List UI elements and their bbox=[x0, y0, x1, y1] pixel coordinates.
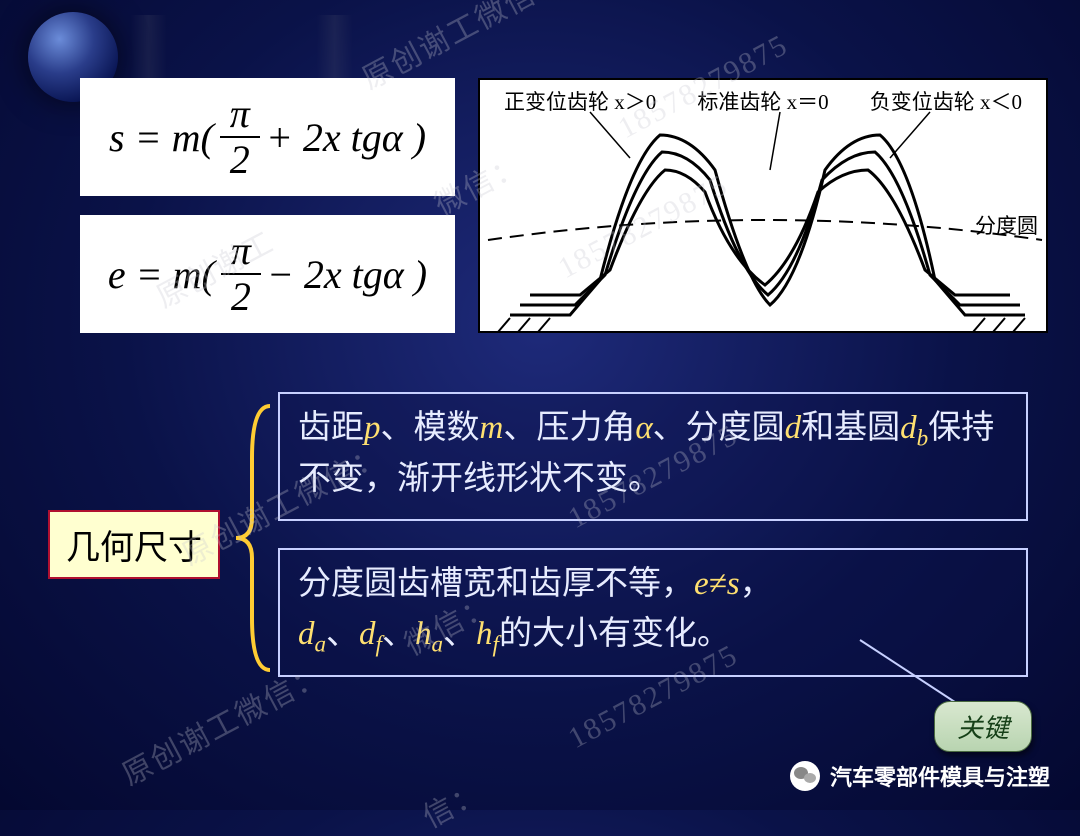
footer-credit: 汽车零部件模具与注塑 bbox=[790, 760, 1050, 792]
variant-properties-box: 分度圆齿槽宽和齿厚不等，e≠s， da、df、ha、hf的大小有变化。 bbox=[278, 548, 1028, 677]
formula-e: e = m( π 2 − 2x tgα ) bbox=[80, 215, 455, 333]
formula-s: s = m( π 2 + 2x tgα ) bbox=[80, 78, 455, 196]
credit-text: 汽车零部件模具与注塑 bbox=[830, 760, 1050, 792]
label-negative-shift: 负变位齿轮 x＜0 bbox=[870, 86, 1022, 116]
fraction: π 2 bbox=[220, 94, 260, 180]
invariant-properties-box: 齿距p、模数m、压力角α、分度圆d和基圆db保持不变，渐开线形状不变。 bbox=[278, 392, 1028, 521]
pitch-circle-label: 分度圆 bbox=[975, 210, 1038, 240]
gear-profile-svg bbox=[480, 80, 1050, 335]
gear-profile-figure: 正变位齿轮 x＞0 标准齿轮 x＝0 负变位齿轮 x＜0 分度圆 bbox=[478, 78, 1048, 333]
geometry-dimensions-tag: 几何尺寸 bbox=[48, 510, 220, 579]
lhs: s bbox=[109, 114, 125, 161]
label-standard: 标准齿轮 x＝0 bbox=[697, 86, 828, 116]
watermark: 信： bbox=[413, 768, 490, 836]
brace-icon bbox=[232, 398, 272, 678]
wechat-icon bbox=[790, 761, 820, 791]
key-point-tag: 关键 bbox=[934, 701, 1032, 752]
gear-label-row: 正变位齿轮 x＞0 标准齿轮 x＝0 负变位齿轮 x＜0 bbox=[480, 86, 1046, 116]
label-positive-shift: 正变位齿轮 x＞0 bbox=[504, 86, 656, 116]
